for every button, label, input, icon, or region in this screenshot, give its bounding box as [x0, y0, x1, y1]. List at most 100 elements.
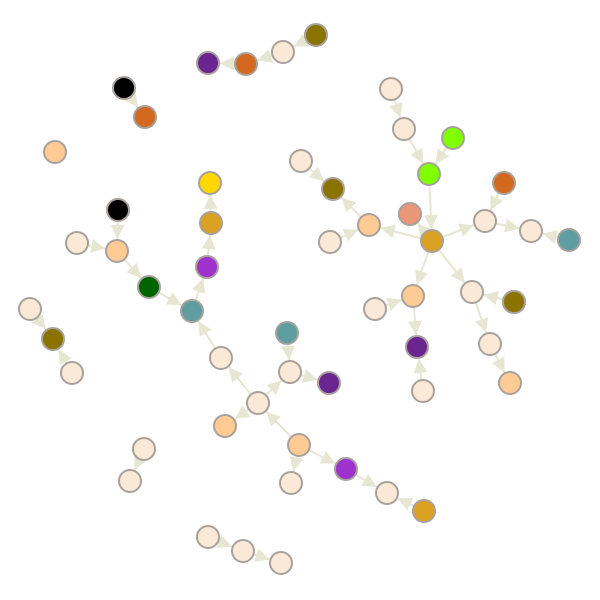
edge-n20-n17: [416, 222, 432, 239]
graph-node-n44: [213, 414, 237, 438]
edge-n54-n55: [253, 548, 270, 562]
edge-n28-n36: [158, 291, 183, 307]
graph-node-n36: [180, 299, 204, 323]
graph-node-n33: [401, 284, 425, 308]
edge-n36-n27: [191, 278, 206, 301]
graph-node-n32: [60, 361, 84, 385]
edge-n38-n37: [413, 358, 428, 381]
edge-n53-n54: [216, 534, 233, 548]
graph-node-n49: [118, 469, 142, 493]
graph-node-n39: [478, 332, 502, 356]
graph-node-n12: [289, 149, 313, 173]
graph-node-n40: [275, 321, 299, 345]
node-layer: [18, 23, 581, 575]
graph-node-n30: [65, 231, 89, 255]
graph-node-n9: [392, 117, 416, 141]
graph-node-n51: [279, 471, 303, 495]
graph-node-n34: [502, 290, 526, 314]
edge-n32-n31b: [57, 348, 72, 366]
graph-node-n13: [321, 177, 345, 201]
graph-node-n53: [196, 525, 220, 549]
graph-node-n27: [195, 255, 219, 279]
edge-n25-n28: [123, 258, 142, 279]
edge-n23-n22: [542, 230, 559, 244]
edge-n52-n51b: [397, 497, 415, 511]
graph-node-n7: [43, 140, 67, 164]
edge-n10-n20: [423, 184, 438, 230]
graph-node-n21: [318, 230, 342, 254]
edge-n12-n13: [308, 166, 325, 182]
graph-node-n50: [334, 457, 358, 481]
graph-node-n29: [18, 297, 42, 321]
graph-node-n35: [363, 297, 387, 321]
graph-node-n46: [317, 371, 341, 395]
edge-n1-n2: [293, 33, 310, 48]
graph-node-n1: [304, 23, 328, 47]
graph-node-n26: [199, 211, 223, 235]
edge-n21-n18: [339, 228, 359, 242]
graph-node-n47: [246, 391, 270, 415]
edge-n47-n42: [265, 379, 283, 397]
graph-node-n43: [498, 371, 522, 395]
edge-n9-n10: [408, 138, 425, 164]
edge-n31-n24: [483, 291, 504, 305]
edge-layer: [31, 33, 559, 562]
edge-n45-n50: [308, 449, 336, 465]
edge-n29-n31b: [31, 314, 47, 331]
graph-node-n54: [231, 539, 255, 563]
graph-node-n2: [271, 40, 295, 64]
edge-n45-n51: [289, 455, 304, 472]
edge-n41-n36: [197, 320, 217, 350]
graph-node-n5: [112, 76, 136, 100]
graph-node-n15: [198, 171, 222, 195]
edge-n45-n47: [265, 410, 293, 438]
edge-n35-n33: [385, 297, 402, 312]
graph-node-n18: [357, 213, 381, 237]
graph-node-n52: [412, 499, 436, 523]
graph-node-n37: [405, 335, 429, 359]
graph-node-n23: [557, 228, 581, 252]
edge-n19-n22: [495, 218, 520, 233]
edge-n50-n51b: [354, 473, 378, 488]
graph-node-n24: [460, 280, 484, 304]
graph-node-n16: [106, 198, 130, 222]
edge-n33-n37: [407, 306, 422, 336]
edge-n11-n10: [434, 146, 450, 165]
edge-n8-n9: [389, 99, 403, 118]
graph-node-n6: [133, 105, 157, 129]
edge-n48-n49: [133, 454, 147, 471]
edge-n47-n44: [234, 405, 251, 420]
graph-node-n10: [417, 162, 441, 186]
graph-node-n45: [287, 433, 311, 457]
graph-node-n14: [492, 171, 516, 195]
graph-node-n41: [209, 346, 233, 370]
graph-node-n51b: [375, 481, 399, 505]
graph-node-n17: [398, 202, 422, 226]
graph-node-n25: [105, 239, 129, 263]
graph-node-n38: [411, 379, 435, 403]
graph-node-n4: [196, 51, 220, 75]
edge-n20-n24: [438, 249, 466, 284]
edge-n5-n6: [124, 91, 139, 108]
graph-node-n3: [234, 52, 258, 76]
graph-node-n11: [441, 126, 465, 150]
edge-n24-n39: [474, 302, 489, 333]
edge-n20-n18: [380, 224, 422, 240]
edge-n39-n43: [491, 353, 506, 373]
graph-node-n48: [132, 437, 156, 461]
edge-n47-n41: [227, 366, 252, 396]
edge-n20-n33: [414, 251, 430, 285]
edge-n14-n19: [489, 192, 503, 211]
edge-n2-n3: [257, 49, 273, 63]
graph-node-n42: [278, 360, 302, 384]
edge-n40-n42: [281, 343, 295, 361]
graph-node-n20: [420, 229, 444, 253]
edge-n27-n26: [201, 234, 216, 257]
edge-n30-n25: [87, 239, 106, 253]
edge-n42-n46: [300, 369, 318, 383]
graph-node-n31b: [41, 327, 65, 351]
graph-node-n8: [379, 77, 403, 101]
graph-node-n55: [269, 551, 293, 575]
edge-n18-n13: [340, 196, 362, 218]
